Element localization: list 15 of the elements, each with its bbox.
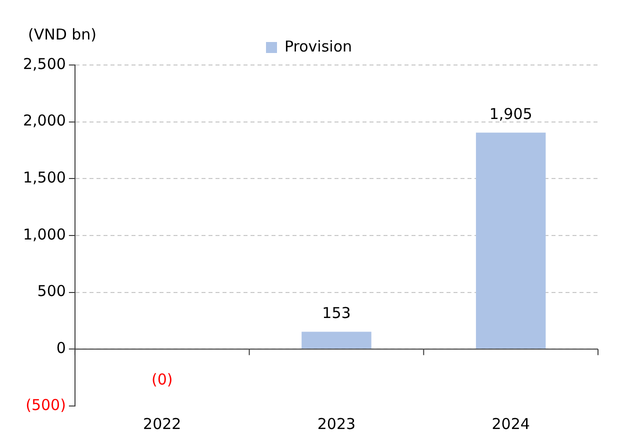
- data-label: 153: [322, 304, 351, 322]
- legend-label: Provision: [284, 37, 352, 56]
- y-tick-label: (500): [26, 396, 66, 414]
- y-tick-label: 2,500: [22, 54, 66, 73]
- x-tick-label: 2023: [317, 414, 356, 433]
- y-tick-label: 2,000: [22, 112, 66, 130]
- y-tick-label: 1,000: [22, 225, 66, 244]
- y-tick-label: 1,500: [22, 168, 66, 187]
- x-tick-label: 2024: [492, 414, 530, 433]
- x-tick-label: 2022: [143, 414, 182, 433]
- y-tick-label: 500: [37, 282, 66, 300]
- data-label: (0): [151, 370, 173, 389]
- y-tick-label: 0: [56, 339, 66, 358]
- data-label: 1,905: [489, 105, 532, 124]
- y-axis-title: (VND bn): [28, 25, 97, 44]
